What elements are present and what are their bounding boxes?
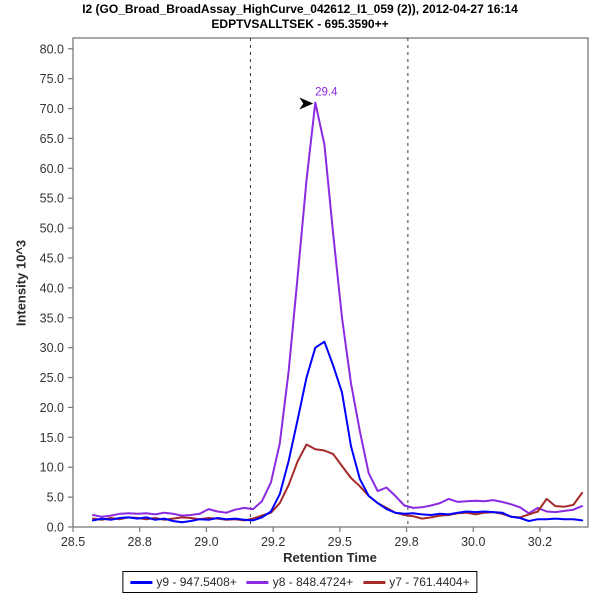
y-tick-label: 30.0	[40, 341, 64, 355]
legend-line-swatch-y9	[130, 580, 153, 584]
legend-label-y9: y9 - 947.5408+	[156, 575, 237, 589]
y-tick-label: 25.0	[40, 371, 64, 385]
y-tick-label: 10.0	[40, 461, 64, 475]
y-tick-label: 15.0	[40, 431, 64, 445]
plot-border	[72, 37, 589, 528]
x-tick-label: 30.0	[461, 535, 485, 549]
legend-line-swatch-y8	[246, 580, 269, 584]
chart-title-block: I2 (GO_Broad_BroadAssay_HighCurve_042612…	[0, 2, 600, 31]
x-tick-label: 30.2	[528, 535, 552, 549]
x-tick-label: 28.5	[61, 535, 85, 549]
legend-label-y7: y7 - 761.4404+	[389, 575, 470, 589]
legend: y9 - 947.5408+ y8 - 848.4724+ y7 - 761.4…	[122, 571, 478, 593]
y-tick-label: 40.0	[40, 281, 64, 295]
x-tick-label: 29.8	[394, 535, 418, 549]
y-tick-label: 45.0	[40, 251, 64, 265]
chart-title: I2 (GO_Broad_BroadAssay_HighCurve_042612…	[82, 2, 518, 16]
legend-label-y8: y8 - 848.4724+	[272, 575, 354, 589]
series-line-y9[interactable]	[92, 340, 584, 524]
peak-arrow-icon	[299, 97, 314, 110]
y-tick-label: 55.0	[40, 192, 64, 206]
legend-item-y9: y9 - 947.5408+	[130, 575, 237, 589]
y-tick-label: 70.0	[40, 102, 64, 116]
y-tick-label: 35.0	[40, 311, 64, 325]
x-tick-label: 29.0	[194, 535, 218, 549]
series-line-y7[interactable]	[92, 443, 584, 522]
series-line-y8[interactable]	[92, 101, 584, 518]
y-tick-label: 50.0	[40, 222, 64, 236]
y-tick-label: 20.0	[40, 401, 64, 415]
y-tick-label: 65.0	[40, 132, 64, 146]
peak-rt-annotation: 29.4	[315, 87, 338, 99]
x-tick-label: 29.5	[328, 535, 352, 549]
peptide-subtitle: EDPTVSALLTSEK - 695.3590++	[211, 17, 389, 31]
y-tick-label: 75.0	[40, 72, 64, 86]
y-tick-label: 5.0	[47, 491, 64, 505]
x-axis-title: Retention Time	[283, 550, 377, 565]
legend-line-swatch-y7	[363, 580, 386, 584]
x-tick-label: 28.8	[128, 535, 152, 549]
legend-item-y7: y7 - 761.4404+	[363, 575, 470, 589]
legend-item-y8: y8 - 848.4724+	[246, 575, 354, 589]
y-tick-label: 60.0	[40, 162, 64, 176]
y-tick-label: 80.0	[40, 42, 64, 56]
y-tick-label: 0.0	[47, 521, 64, 535]
x-tick-label: 29.2	[261, 535, 285, 549]
